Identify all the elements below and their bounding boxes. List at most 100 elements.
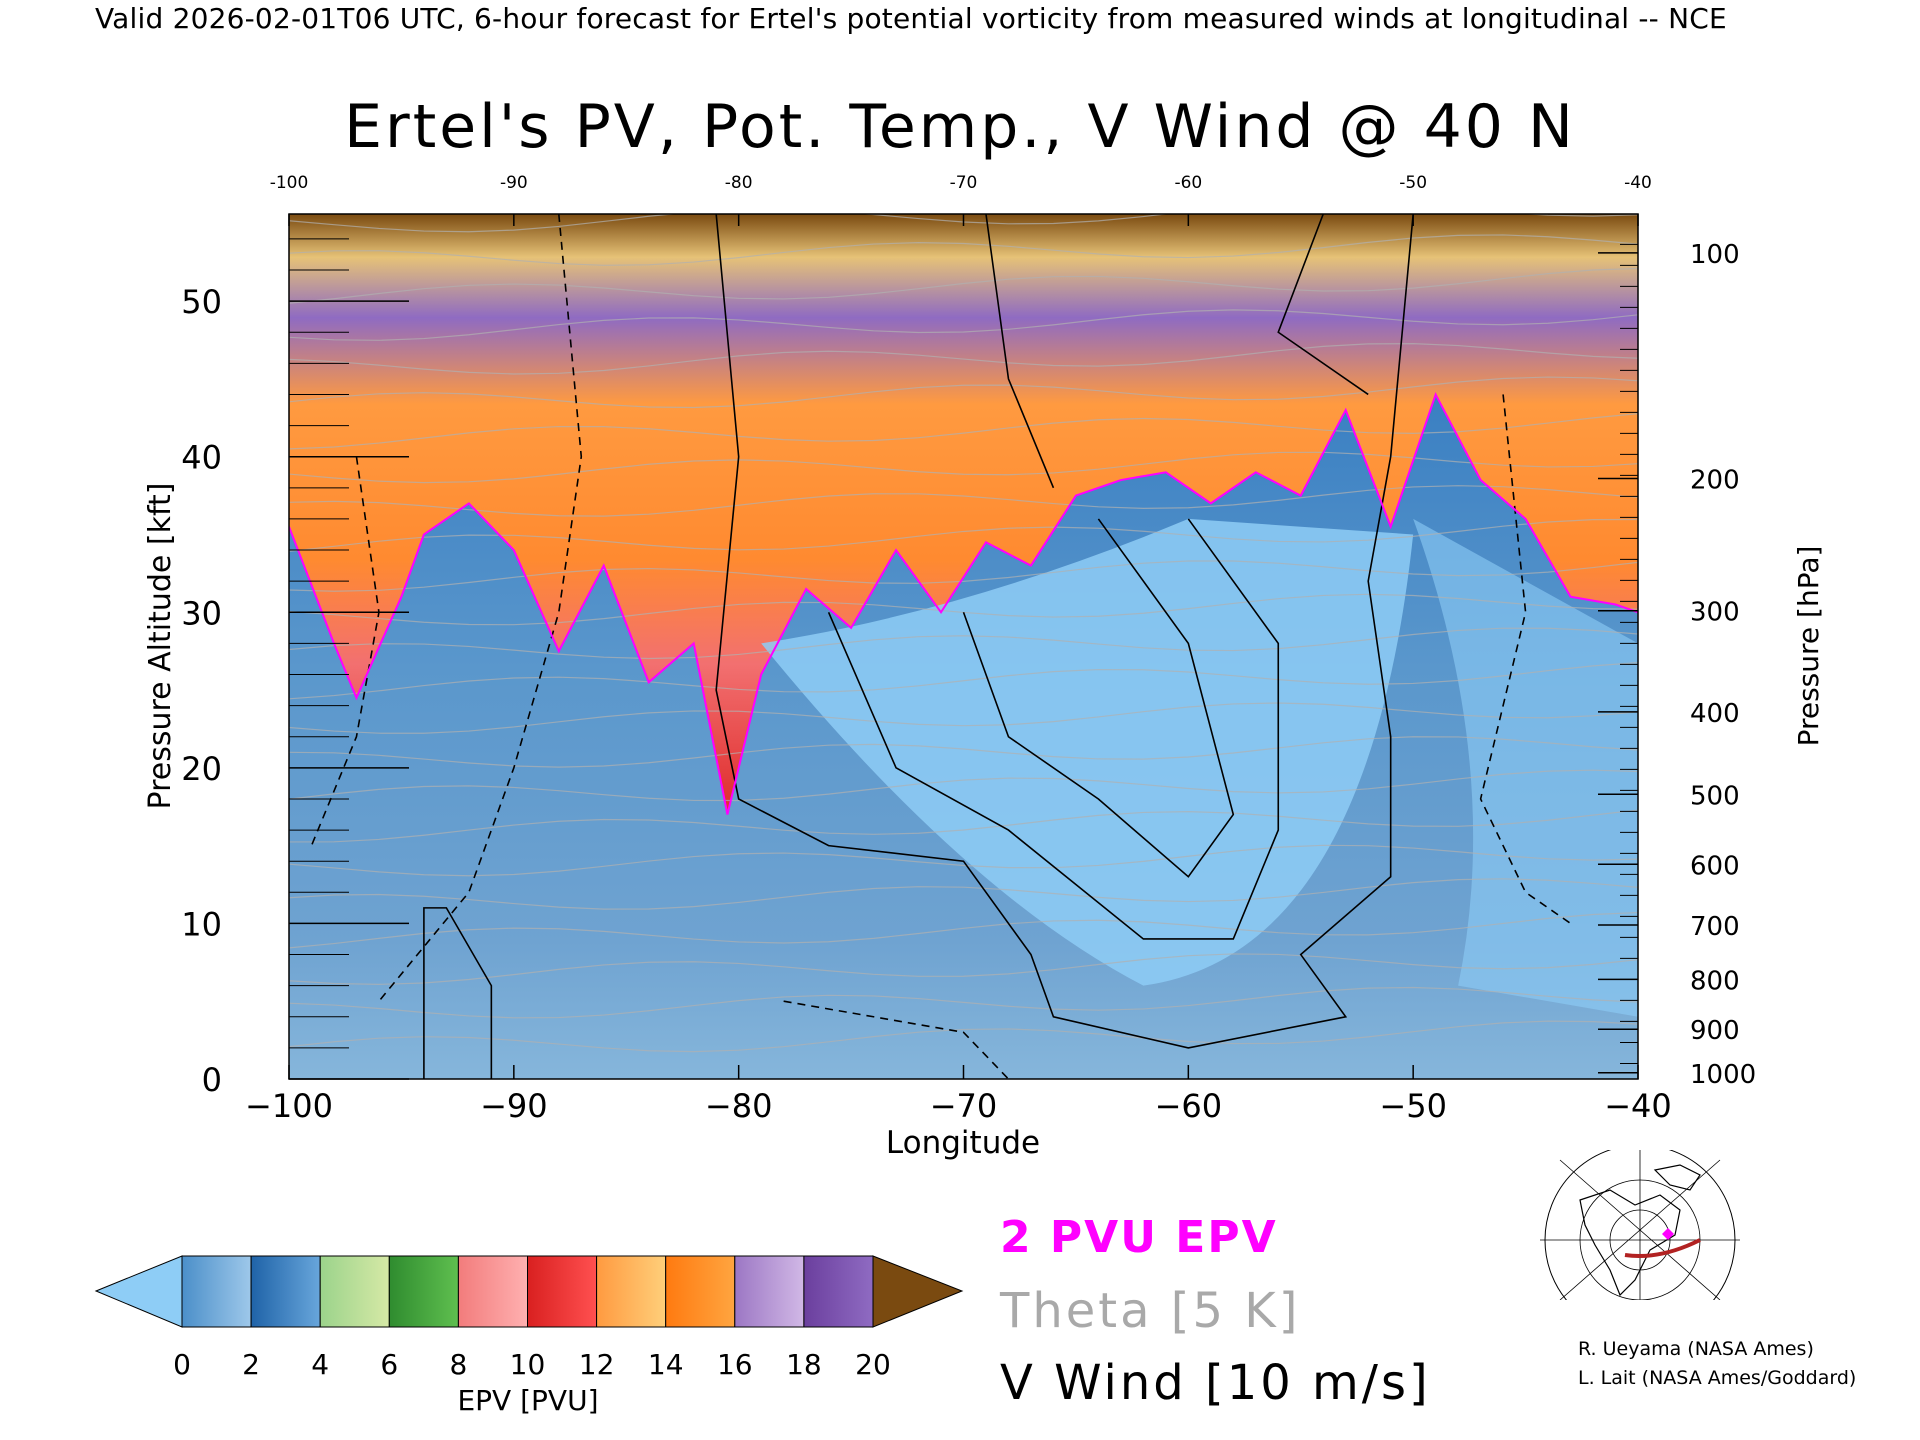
colorbar-tick-label: 10	[510, 1348, 546, 1381]
colorbar-under-arrow	[94, 1255, 183, 1328]
theta-contour	[289, 844, 1638, 877]
x-top-tick-label: -40	[1624, 173, 1652, 193]
x-tick-label: −70	[930, 1087, 998, 1125]
pressure-tick-label: 800	[1690, 966, 1740, 996]
colorbar-tick-label: 2	[242, 1348, 260, 1381]
theta-contour	[289, 560, 1638, 592]
colorbar-tick-label: 12	[579, 1348, 615, 1381]
theta-contour	[289, 627, 1638, 660]
colorbar-bin	[665, 1255, 736, 1328]
theta-contour	[289, 769, 1638, 802]
x-top-tick-label: -90	[500, 173, 528, 193]
x-top-tick-label: -50	[1399, 173, 1427, 193]
pressure-tick-label: 200	[1690, 465, 1740, 495]
theta-contour	[289, 518, 1638, 553]
legend-v-wind: V Wind [10 m/s]	[1000, 1355, 1431, 1411]
pressure-tick-label: 700	[1690, 912, 1740, 942]
colorbar-tick-label: 8	[449, 1348, 467, 1381]
pressure-tick-label: 600	[1690, 851, 1740, 881]
theta-contour	[289, 343, 1638, 375]
y-tick-label: 50	[181, 283, 222, 321]
x-top-tick-label: -60	[1174, 173, 1202, 193]
legend-epv-contour: 2 PVU EPV	[1000, 1212, 1278, 1263]
colorbar-bin	[734, 1255, 805, 1328]
colorbar-bin	[596, 1255, 667, 1328]
x-tick-label: −90	[480, 1087, 548, 1125]
x-tick-label: −60	[1155, 1087, 1223, 1125]
theta-contour	[289, 376, 1638, 409]
legend-theta: Theta [5 K]	[1000, 1283, 1301, 1339]
forecast-header: Valid 2026-02-01T06 UTC, 6-hour forecast…	[95, 2, 1727, 35]
colorbar-over-arrow	[872, 1255, 964, 1328]
x-tick-label: −100	[245, 1087, 333, 1125]
v-wind-contour	[1277, 214, 1369, 396]
pressure-tick-label: 1000	[1690, 1060, 1756, 1090]
theta-contour	[289, 267, 1638, 304]
theta-contour	[289, 234, 1638, 266]
pressure-tick-label: 400	[1690, 699, 1740, 729]
v-wind-contour	[962, 518, 1235, 878]
colorbar-bin	[319, 1255, 390, 1328]
x-tick-label: −50	[1379, 1087, 1447, 1125]
low-pv-core	[761, 518, 1414, 986]
theta-contour	[289, 309, 1638, 341]
y-axis-label: Pressure Altitude [kft]	[143, 483, 178, 810]
theta-contour	[289, 1020, 1638, 1053]
y-tick-label: 0	[202, 1061, 222, 1099]
v-wind-contour	[378, 214, 583, 1002]
y2-axis-label: Pressure [hPa]	[1792, 546, 1825, 747]
v-wind-contour	[1479, 394, 1572, 925]
v-wind-contour	[783, 1000, 1010, 1079]
colorbar-tick-label: 18	[786, 1348, 822, 1381]
pressure-tick-label: 900	[1690, 1016, 1740, 1046]
pressure-tick-label: 300	[1690, 598, 1740, 628]
colorbar-tick-label: 14	[648, 1348, 684, 1381]
inset-locator-map	[1540, 1150, 1740, 1300]
colorbar-tick-label: 20	[855, 1348, 891, 1381]
y-tick-label: 40	[181, 439, 222, 477]
colorbar-title: EPV [PVU]	[457, 1384, 598, 1417]
y-tick-label: 20	[181, 750, 222, 788]
colorbar-tick-label: 4	[311, 1348, 329, 1381]
theta-contour	[289, 662, 1638, 700]
credit-line-2: L. Lait (NASA Ames/Goddard)	[1578, 1367, 1857, 1389]
theta-contour	[289, 878, 1638, 910]
chart-title: Ertel's PV, Pot. Temp., V Wind @ 40 N	[344, 92, 1576, 162]
theta-contour	[289, 809, 1638, 843]
colorbar-bin	[181, 1255, 252, 1328]
v-wind-contour	[827, 518, 1280, 940]
theta-contour	[289, 702, 1638, 734]
v-wind-contour	[985, 214, 1055, 489]
colorbar-bin	[388, 1255, 459, 1328]
epv-2pvu-contour	[289, 391, 1638, 815]
theta-contour	[289, 413, 1638, 450]
credit-line-1: R. Ueyama (NASA Ames)	[1578, 1338, 1814, 1360]
inset-location-marker	[1662, 1228, 1674, 1240]
pressure-tick-label: 100	[1690, 240, 1740, 270]
y-tick-label: 30	[181, 594, 222, 632]
colorbar-bin	[457, 1255, 528, 1328]
low-pv-east	[1413, 518, 1638, 1017]
theta-contour	[289, 911, 1638, 949]
pressure-tick-label: 500	[1690, 781, 1740, 811]
x-tick-label: −80	[705, 1087, 773, 1125]
colorbar-tick-label: 0	[173, 1348, 191, 1381]
colorbar-tick-label: 6	[380, 1348, 398, 1381]
v-wind-contour	[423, 907, 493, 1079]
y-tick-label: 10	[181, 905, 222, 943]
colorbar-bin	[527, 1255, 598, 1328]
x-top-tick-label: -70	[950, 173, 978, 193]
x-tick-label: −40	[1604, 1087, 1672, 1125]
theta-contour	[289, 986, 1638, 1019]
x-top-tick-label: -80	[725, 173, 753, 193]
theta-contour	[289, 485, 1638, 517]
v-wind-contour	[310, 456, 380, 846]
v-wind-contour	[715, 214, 1414, 1049]
colorbar-bin	[803, 1255, 874, 1328]
x-top-tick-label: -100	[270, 173, 309, 193]
theta-contour	[289, 953, 1638, 985]
colorbar-bin	[250, 1255, 321, 1328]
colorbar-tick-label: 16	[717, 1348, 753, 1381]
x-axis-label: Longitude	[886, 1125, 1040, 1161]
